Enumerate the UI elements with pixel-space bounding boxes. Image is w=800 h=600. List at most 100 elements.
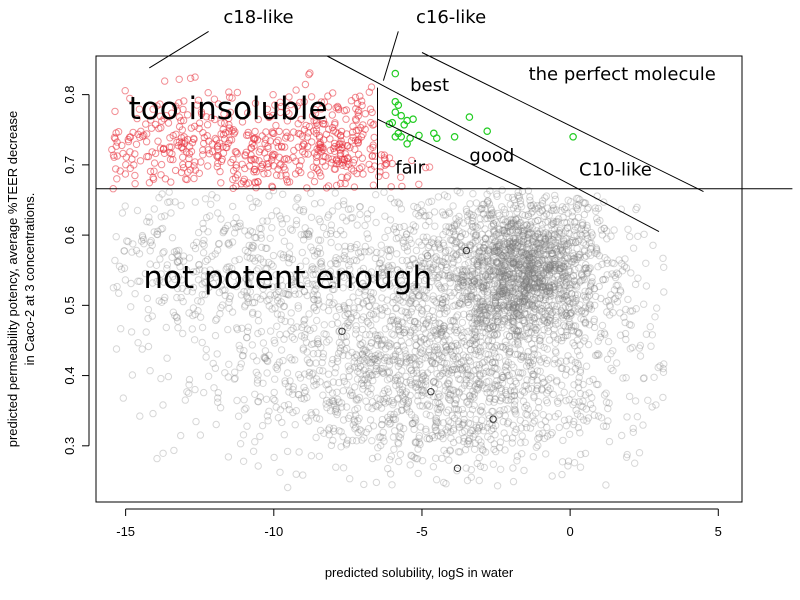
- not-potent-point: [535, 404, 543, 412]
- not-potent-point: [136, 412, 144, 420]
- not-potent-point: [559, 262, 567, 271]
- not-potent-point: [545, 287, 554, 296]
- not-potent-point: [490, 271, 498, 279]
- not-potent-point: [507, 220, 515, 229]
- not-potent-point: [543, 287, 551, 295]
- not-potent-point: [424, 243, 432, 252]
- x-tick-label: -5: [416, 524, 428, 539]
- not-potent-point: [522, 276, 530, 285]
- best-region-point: [397, 111, 406, 120]
- not-potent-point: [481, 225, 489, 233]
- not-potent-point: [513, 238, 521, 246]
- not-potent-point: [545, 296, 553, 305]
- not-potent-point: [484, 230, 493, 238]
- not-potent-point: [541, 417, 550, 425]
- not-potent-point: [530, 324, 539, 332]
- not-potent-point: [513, 242, 522, 250]
- not-potent-point: [590, 284, 599, 293]
- not-potent-point: [252, 197, 260, 206]
- not-potent-point: [278, 418, 286, 427]
- not-potent-point: [248, 341, 257, 349]
- not-potent-point: [507, 264, 515, 273]
- not-potent-point: [470, 250, 478, 258]
- not-potent-point: [506, 309, 515, 317]
- not-potent-point: [167, 209, 175, 217]
- not-potent-point: [582, 269, 591, 278]
- not-potent-point: [520, 250, 528, 258]
- not-potent-point: [527, 328, 536, 336]
- not-potent-point: [565, 265, 573, 273]
- not-potent-point: [507, 254, 516, 262]
- not-potent-point: [618, 259, 626, 268]
- not-potent-point: [228, 308, 237, 316]
- not-potent-point: [592, 245, 601, 254]
- not-potent-point: [259, 339, 268, 347]
- not-potent-point: [542, 396, 550, 405]
- not-potent-point: [610, 295, 618, 303]
- not-potent-point: [527, 247, 535, 255]
- not-potent-point: [554, 266, 563, 275]
- not-potent-point: [533, 227, 541, 235]
- not-potent-point: [586, 301, 594, 310]
- not-potent-point: [248, 203, 257, 212]
- not-potent-point: [524, 252, 532, 261]
- not-potent-point: [506, 240, 515, 248]
- not-potent-point: [491, 227, 499, 235]
- not-potent-point: [531, 293, 540, 302]
- not-potent-point: [536, 244, 544, 252]
- not-potent-point: [475, 322, 483, 331]
- not-potent-point: [267, 212, 276, 220]
- not-potent-point: [520, 226, 528, 235]
- not-potent-point: [564, 296, 572, 305]
- not-potent-point: [177, 201, 185, 210]
- not-potent-point: [545, 235, 553, 243]
- not-potent-point: [430, 328, 438, 336]
- not-potent-point: [633, 413, 642, 421]
- not-potent-point: [432, 253, 440, 261]
- not-potent-point: [468, 267, 477, 276]
- not-potent-point: [572, 202, 581, 210]
- not-potent-point: [570, 231, 578, 239]
- not-potent-point: [537, 282, 545, 291]
- not-potent-point: [437, 285, 446, 293]
- not-potent-point: [251, 438, 259, 446]
- too-insoluble-point: [131, 171, 139, 180]
- not-potent-point: [479, 311, 488, 319]
- not-potent-point: [550, 230, 559, 239]
- not-potent-point: [523, 301, 532, 310]
- not-potent-point: [531, 320, 540, 328]
- not-potent-point: [519, 232, 527, 240]
- not-potent-point: [541, 235, 549, 244]
- too-insoluble-point: [190, 174, 198, 183]
- not-potent-point: [497, 253, 505, 262]
- not-potent-point: [541, 256, 549, 264]
- not-potent-point: [506, 275, 514, 284]
- not-potent-point: [538, 271, 546, 280]
- not-potent-point: [531, 305, 539, 314]
- not-potent-point: [536, 227, 544, 236]
- not-potent-point: [509, 257, 517, 266]
- not-potent-point: [500, 286, 509, 294]
- not-potent-point: [554, 272, 562, 280]
- not-potent-point: [588, 243, 596, 251]
- not-potent-point: [544, 232, 553, 241]
- not-potent-point: [468, 279, 476, 287]
- not-potent-point: [513, 208, 521, 216]
- not-potent-point: [486, 249, 495, 257]
- not-potent-point: [504, 223, 512, 232]
- not-potent-point: [556, 250, 564, 259]
- not-potent-point: [503, 291, 511, 300]
- not-potent-point: [484, 250, 492, 258]
- not-potent-point: [475, 248, 483, 256]
- not-potent-point: [525, 269, 533, 277]
- not-potent-point: [545, 266, 554, 275]
- not-potent-point: [429, 239, 437, 248]
- not-potent-point: [520, 280, 528, 288]
- not-potent-point: [526, 222, 534, 231]
- not-potent-point: [539, 283, 548, 291]
- not-potent-point: [561, 259, 570, 268]
- not-potent-point: [541, 228, 550, 237]
- not-potent-point: [258, 421, 267, 430]
- not-potent-point: [574, 201, 583, 209]
- not-potent-point: [525, 262, 533, 270]
